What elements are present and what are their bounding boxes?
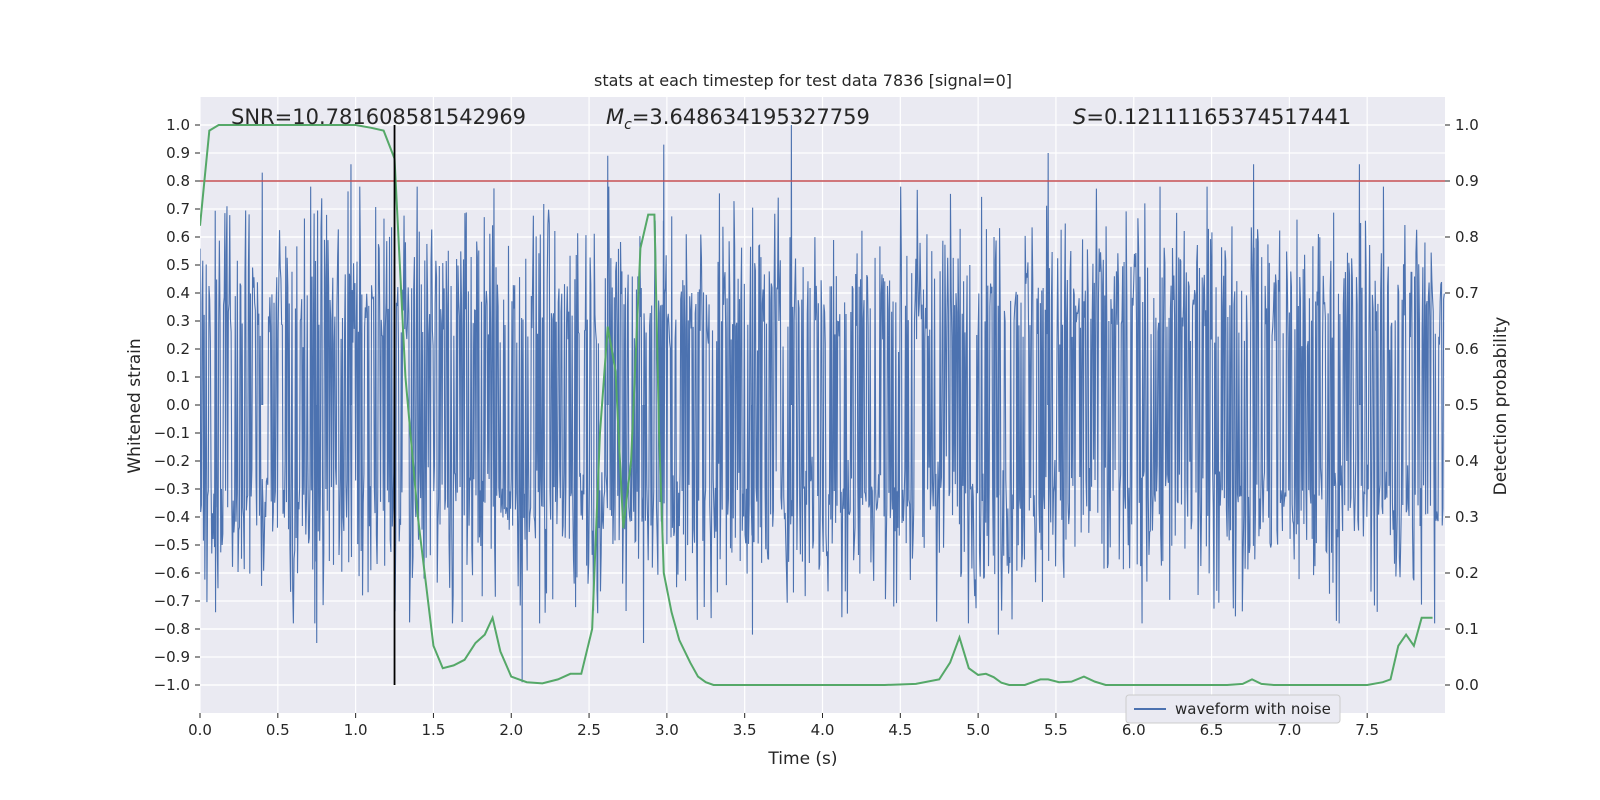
- y-right-tick-label: 0.8: [1455, 228, 1479, 246]
- y-right-tick-label: 0.4: [1455, 452, 1479, 470]
- legend-box: [1125, 694, 1341, 724]
- chart-title: stats at each timestep for test data 783…: [594, 71, 1012, 90]
- x-tick-label: 3.0: [655, 721, 679, 739]
- y-left-tick-label: −1.0: [154, 676, 190, 694]
- x-tick-label: 7.5: [1355, 721, 1379, 739]
- y-right-axis-ticks: 1.0 0.9 0.8 0.7 0.6 0.5 0.4 0.3 0.2 0.1 0.0: [1445, 116, 1479, 694]
- chirp-mass-symbol: M: [606, 105, 624, 129]
- x-tick-label: 3.5: [733, 721, 757, 739]
- y-left-tick-label: −0.3: [154, 480, 190, 498]
- y-left-tick-label: 0.8: [166, 172, 190, 190]
- y-right-tick-label: 0.9: [1455, 172, 1479, 190]
- y-left-tick-label: 0.1: [166, 368, 190, 386]
- y-left-tick-label: −0.2: [154, 452, 190, 470]
- y-left-tick-label: 1.0: [166, 116, 190, 134]
- chirp-mass-subscript: c: [624, 117, 632, 133]
- snr-annotation: SNR=10.781608581542969: [231, 105, 526, 129]
- x-tick-label: 5.0: [966, 721, 990, 739]
- y-left-tick-label: 0.4: [166, 284, 190, 302]
- x-tick-label: 2.5: [577, 721, 601, 739]
- legend: waveform with noise: [1125, 694, 1341, 724]
- y-right-tick-label: 0.0: [1455, 676, 1479, 694]
- y-right-tick-label: 1.0: [1455, 116, 1479, 134]
- y-left-tick-label: −0.6: [154, 564, 190, 582]
- probability-series: [200, 124, 1433, 686]
- y-left-tick-label: −0.7: [154, 592, 190, 610]
- x-axis-label: Time (s): [767, 749, 837, 769]
- y-left-tick-label: −0.8: [154, 620, 190, 638]
- x-tick-label: 4.0: [811, 721, 835, 739]
- y-left-tick-label: 0.3: [166, 312, 190, 330]
- y-right-tick-label: 0.7: [1455, 284, 1479, 302]
- y-left-axis-label: Whitened strain: [125, 338, 145, 473]
- y-left-tick-label: 0.0: [166, 396, 190, 414]
- y-left-tick-label: −0.9: [154, 648, 190, 666]
- score-annotation: S=0.12111165374517441: [1073, 105, 1351, 129]
- x-axis-ticks: 0.0 0.5 1.0 1.5 2.0 2.5 3.0 3.5 4.0 4.5 5.0 5.5 6.0 6…: [188, 713, 1379, 739]
- x-tick-label: 1.0: [344, 721, 368, 739]
- y-right-tick-label: 0.6: [1455, 340, 1479, 358]
- x-tick-label: 0.5: [266, 721, 290, 739]
- x-tick-label: 5.5: [1044, 721, 1068, 739]
- chirp-mass-value: =3.648634195327759: [632, 105, 870, 129]
- x-tick-label: 1.5: [422, 721, 446, 739]
- x-tick-label: 0.0: [188, 721, 212, 739]
- y-left-tick-label: 0.5: [166, 256, 190, 274]
- waveform-line: [200, 124, 1445, 683]
- y-right-tick-label: 0.5: [1455, 396, 1479, 414]
- x-tick-label: 4.5: [888, 721, 912, 739]
- y-left-tick-label: −0.1: [154, 424, 190, 442]
- y-left-tick-label: 0.2: [166, 340, 190, 358]
- y-right-tick-label: 0.2: [1455, 564, 1479, 582]
- chirp-mass-annotation: Mc=3.648634195327759: [606, 105, 870, 133]
- y-left-tick-label: −0.4: [154, 508, 190, 526]
- probability-line: [200, 124, 1433, 686]
- x-tick-label: 6.0: [1122, 721, 1146, 739]
- y-right-axis-label: Detection probability: [1491, 317, 1511, 496]
- y-left-tick-label: −0.5: [154, 536, 190, 554]
- x-tick-label: 7.0: [1277, 721, 1301, 739]
- y-right-tick-label: 0.1: [1455, 620, 1479, 638]
- y-left-tick-label: 0.7: [166, 200, 190, 218]
- score-symbol: S: [1073, 105, 1086, 129]
- x-tick-label: 6.5: [1200, 721, 1224, 739]
- x-tick-label: 2.0: [499, 721, 523, 739]
- y-right-tick-label: 0.3: [1455, 508, 1479, 526]
- score-value: =0.12111165374517441: [1086, 105, 1351, 129]
- y-left-axis-ticks: 1.0 0.9 0.8 0.7 0.6 0.5 0.4 0.3 0.2 0.1 0.0 −0.1 −0.…: [154, 116, 200, 694]
- waveform-series: [200, 124, 1445, 683]
- y-left-tick-label: 0.6: [166, 228, 190, 246]
- y-left-tick-label: 0.9: [166, 144, 190, 162]
- legend-waveform-label: waveform with noise: [1175, 700, 1331, 718]
